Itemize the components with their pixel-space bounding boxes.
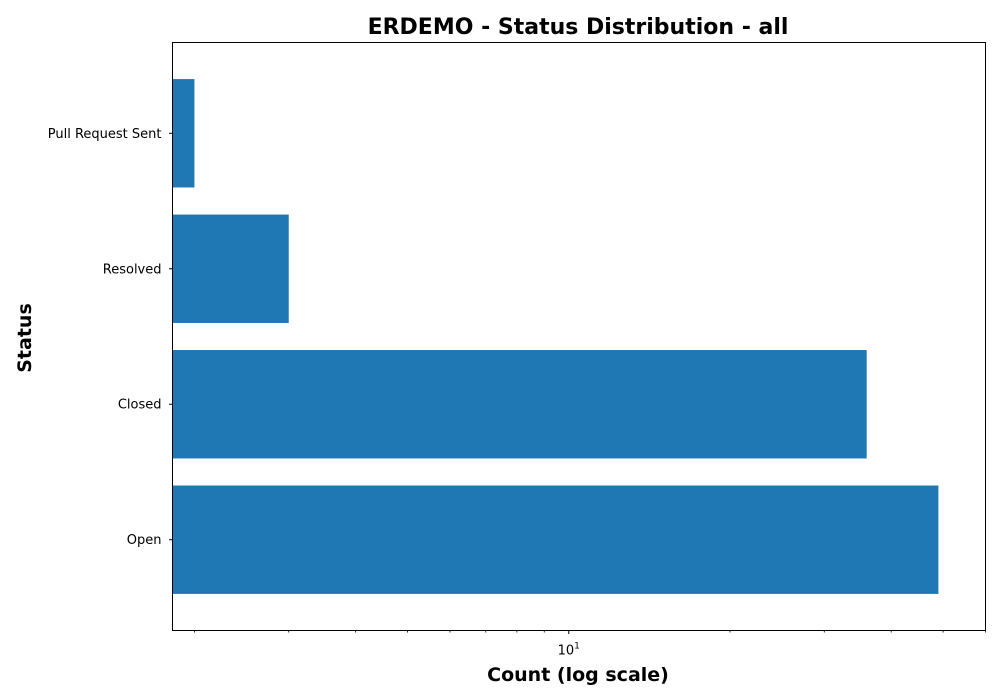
y-tick-label-closed: Closed [118,398,162,413]
y-tick-label-open: Open [127,533,162,548]
x-axis-label: Count (log scale) [487,664,669,686]
bar-open [172,485,939,594]
x-tick-label-10: 101 [558,642,580,659]
y-tick-label-resolved: Resolved [103,262,162,277]
y-tick-label-pull-request-sent: Pull Request Sent [48,127,162,142]
bar-resolved [172,214,289,323]
plot-frame [172,42,986,631]
y-axis-ticks: Open Closed Resolved Pull Request Sent [48,127,173,548]
chart-title: ERDEMO - Status Distribution - all [368,15,789,40]
x-axis-ticks: 101 [194,630,986,659]
bar-closed [172,350,867,459]
bars-group [172,79,939,594]
bar-pull-request-sent [172,79,195,188]
y-axis-label: Status [14,303,36,373]
